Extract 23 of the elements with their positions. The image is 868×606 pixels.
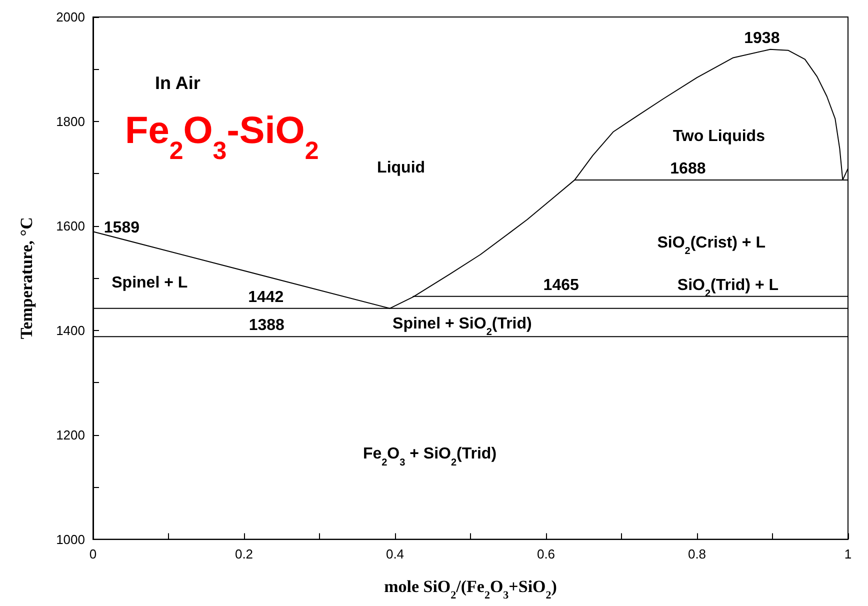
annotation: 1388	[248, 317, 285, 334]
annotation: 1938	[744, 30, 780, 47]
x-tick-label: 0	[89, 546, 97, 562]
y-tick-label: 2000	[56, 10, 85, 24]
text: In Air	[155, 73, 200, 94]
x-tick-label: 0.2	[234, 546, 254, 562]
y-tick-label: 1800	[56, 114, 85, 129]
x-tick-label: 0.8	[688, 546, 706, 562]
annotation: 1688	[670, 160, 706, 178]
y-tick-label: 1400	[56, 322, 85, 338]
y-tick-label: 1600	[56, 218, 85, 234]
x-tick-label: 1	[844, 546, 852, 562]
x-tick-label: 0.6	[536, 546, 556, 562]
annotation: Spinel + L	[112, 274, 188, 292]
annotation: 1589	[104, 219, 140, 236]
y-tick-label: 1000	[56, 532, 85, 547]
annotation: Liquid	[377, 160, 426, 177]
y-axis-title: Temperature, °C	[17, 217, 36, 340]
annotation: Two Liquids	[672, 128, 766, 145]
annotation: 1442	[248, 288, 284, 306]
x-tick-label: 0.4	[386, 546, 404, 562]
y-tick-label: 1200	[56, 427, 85, 442]
annotation: 1465	[543, 276, 579, 294]
